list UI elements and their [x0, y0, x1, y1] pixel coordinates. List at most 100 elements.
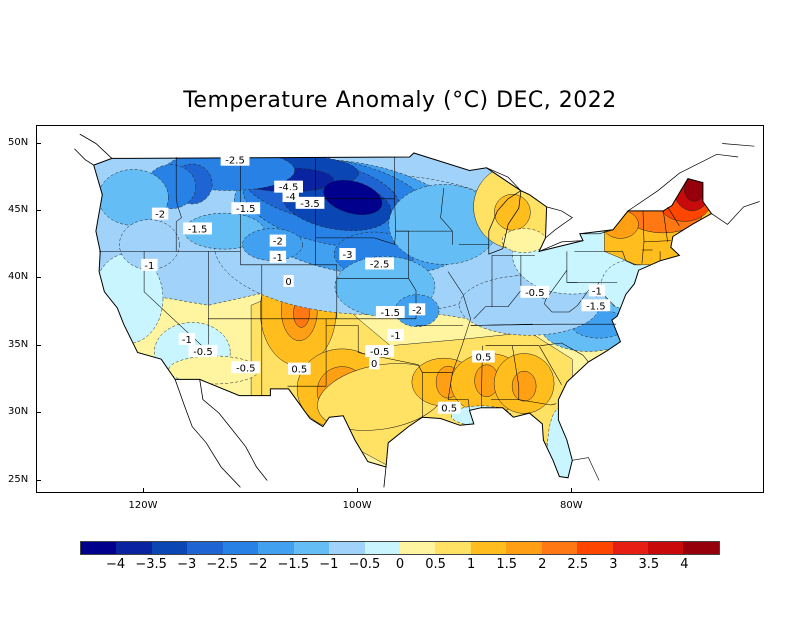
longitude-label: 100W [342, 500, 372, 511]
legend-swatch [470, 542, 507, 554]
legend-swatch [577, 542, 613, 554]
longitude-tick [357, 488, 359, 493]
legend-label: −0.5 [348, 557, 381, 572]
nova-scotia [711, 201, 760, 225]
contour-label-bg [472, 350, 495, 363]
legend-label: 2 [538, 557, 547, 572]
lake-ontario [579, 229, 614, 235]
map-title: Temperature Anomaly (°C) DEC, 2022 [183, 88, 617, 113]
legend-swatch [329, 542, 365, 554]
legend-label: −2.5 [206, 557, 239, 572]
state-border [240, 264, 338, 319]
latitude-tick [36, 479, 41, 481]
bahamas [572, 457, 600, 481]
contour-label: -1 [182, 335, 192, 346]
state-border [667, 206, 680, 226]
legend-label: −2 [248, 557, 268, 572]
state-border [315, 237, 396, 245]
contour-label: -1 [273, 253, 283, 264]
contour-label: -0.5 [193, 347, 213, 358]
state-border [544, 270, 568, 304]
legend-swatch [258, 542, 294, 554]
latitude-label: 40N [8, 271, 29, 283]
legend-label: 0.5 [425, 557, 446, 572]
legend-swatch [293, 542, 330, 554]
contour-label: 0 [285, 277, 291, 288]
mexico-west-coast [199, 379, 268, 481]
contour-label: -2 [273, 237, 283, 248]
latitude-tick [36, 412, 41, 414]
legend-swatch [222, 542, 259, 554]
contour-label: -4 [286, 192, 296, 203]
contour-label-bg [287, 362, 311, 375]
lake-huron [545, 206, 573, 239]
legend-swatch [364, 542, 400, 554]
contour-label: -1.5 [586, 301, 606, 312]
legend-label: −1 [319, 557, 339, 572]
anomaly-contour [98, 169, 169, 226]
contour-label-bg [282, 190, 299, 203]
legend-swatch [116, 542, 152, 554]
contour-label: -1 [592, 286, 602, 297]
state-border [287, 318, 327, 387]
anomaly-contour [684, 177, 705, 202]
latitude-label: 50N [8, 136, 29, 148]
latitude-label: 35N [8, 338, 29, 350]
anomaly-contour [602, 210, 639, 239]
contour-label-bg [269, 234, 287, 247]
legend-swatch [435, 542, 471, 554]
anomaly-florida [547, 406, 576, 478]
legend-swatch [151, 542, 188, 554]
contour-label: -0.5 [236, 363, 256, 374]
legend-label: −3.5 [135, 557, 167, 572]
lake-michigan [488, 190, 522, 255]
contour-label: -2.5 [370, 259, 390, 270]
temperature-anomaly-map: -2.5 -4.5-4 -3.5 -2 -1.5 -1.5 -2 -1 -3 -2.5 -1 0 -1.… [74, 133, 760, 488]
legend-label: −4 [105, 557, 126, 572]
latitude-tick [36, 277, 41, 279]
legend-swatch [683, 542, 719, 554]
state-border [440, 187, 453, 245]
contour-label: -1 [391, 331, 401, 342]
latitude-tick [36, 344, 41, 346]
legend-swatch [81, 542, 117, 554]
contour-label-bg [365, 345, 394, 358]
contour-label-bg [274, 180, 303, 193]
state-border [326, 325, 419, 365]
state-border [447, 271, 471, 411]
legend-label: 2.5 [567, 557, 589, 572]
longitude-label: 80W [559, 500, 583, 511]
longitude-tick [143, 488, 145, 493]
latitude-label: 25N [8, 473, 29, 485]
contour-label: -3.5 [300, 199, 320, 210]
contour-label-bg [369, 357, 380, 370]
contour-label-bg [339, 248, 356, 261]
contour-label-bg [178, 332, 196, 345]
anomaly-contour [511, 370, 537, 402]
contour-label-bg [151, 207, 169, 220]
legend-label: 3.5 [638, 557, 660, 572]
contour-label-bg [295, 196, 325, 209]
contour-label: -2 [155, 210, 165, 221]
st-lawrence [627, 153, 739, 212]
contour-label-bg [375, 306, 405, 319]
contour-label-bg [269, 250, 287, 263]
longitude-label: 120W [128, 500, 158, 511]
contour-label: 0.5 [441, 404, 457, 415]
contour-label: -2 [412, 305, 422, 316]
latitude-label: 45N [8, 203, 29, 215]
contour-label-bg [581, 299, 611, 312]
labrador-coast [722, 143, 755, 147]
lake-superior [486, 167, 522, 191]
vancouver-island [74, 148, 94, 166]
legend-swatch [399, 542, 436, 554]
contour-label: 0.5 [475, 353, 491, 364]
state-border [643, 240, 671, 243]
legend-swatch [612, 542, 648, 554]
anomaly-contour [501, 228, 547, 253]
latitude-tick [36, 142, 41, 144]
state-border [540, 342, 589, 363]
color-legend [80, 541, 720, 555]
legend-label: −3 [177, 557, 197, 572]
contour-label-bg [188, 345, 218, 358]
